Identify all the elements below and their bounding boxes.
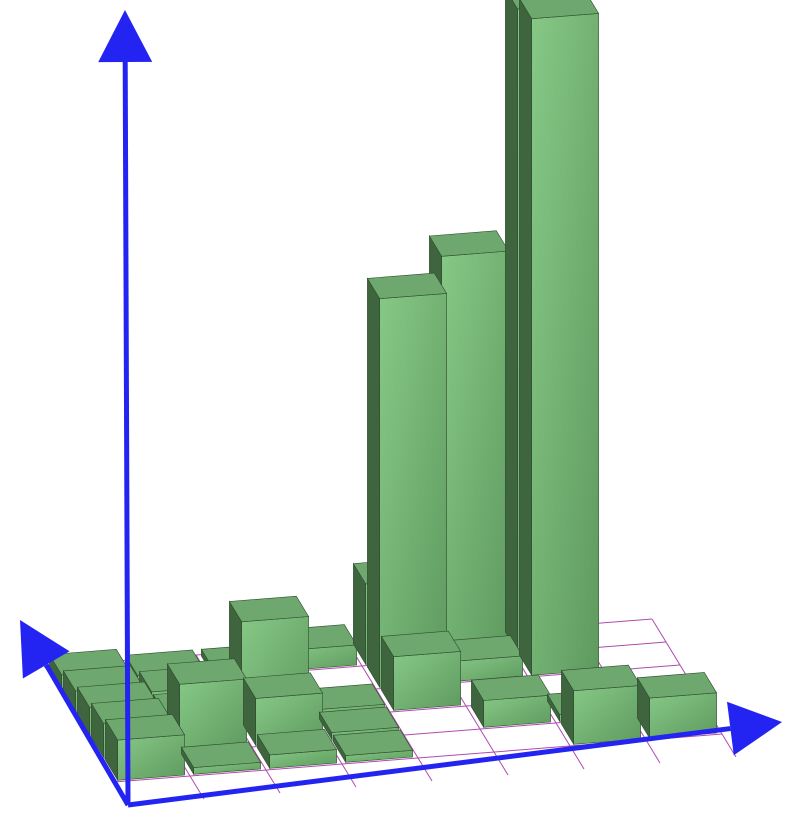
bar-top-face (228, 595, 310, 623)
bar-top-face (242, 672, 324, 699)
bar-top-face (560, 664, 642, 692)
bar-side-face (505, 0, 519, 654)
bar-top-face (428, 230, 510, 257)
bar-front-face (441, 250, 509, 659)
bar (636, 672, 718, 740)
bars (48, 0, 718, 782)
bar-front-face (573, 685, 641, 745)
bar-top-face (318, 706, 400, 733)
bar-top-face (256, 728, 338, 756)
bar-top-face (332, 729, 414, 756)
bar (104, 714, 186, 782)
bar-side-face (367, 277, 381, 689)
bar-top-face (520, 0, 600, 20)
bar-top-face (366, 272, 448, 300)
bar-top-face (380, 630, 462, 658)
bar-side-face (519, 0, 533, 677)
z-axis-arrowhead (98, 10, 153, 63)
bar-top-face (166, 658, 248, 685)
y-axis-arrowhead (20, 620, 70, 679)
bar-front-face (179, 678, 247, 752)
bar-front-face (379, 293, 447, 688)
bar (332, 729, 414, 764)
axes (20, 10, 782, 808)
y-axis-line (44, 663, 131, 807)
x-axis-arrowhead (727, 701, 782, 756)
x-axis-line (127, 726, 731, 808)
bar (380, 630, 462, 712)
bar (366, 272, 448, 689)
bar-top-face (470, 674, 552, 701)
bar-front-face (393, 651, 461, 711)
bar-front-face (531, 13, 599, 676)
bar (256, 728, 338, 770)
bar-top-face (636, 672, 718, 699)
bar-front-face (483, 694, 551, 728)
bar (180, 741, 262, 776)
bar (560, 664, 642, 746)
bar-top-face (180, 741, 262, 768)
z-axis-line (122, 61, 131, 806)
bar (470, 674, 552, 729)
bar (519, 0, 600, 677)
